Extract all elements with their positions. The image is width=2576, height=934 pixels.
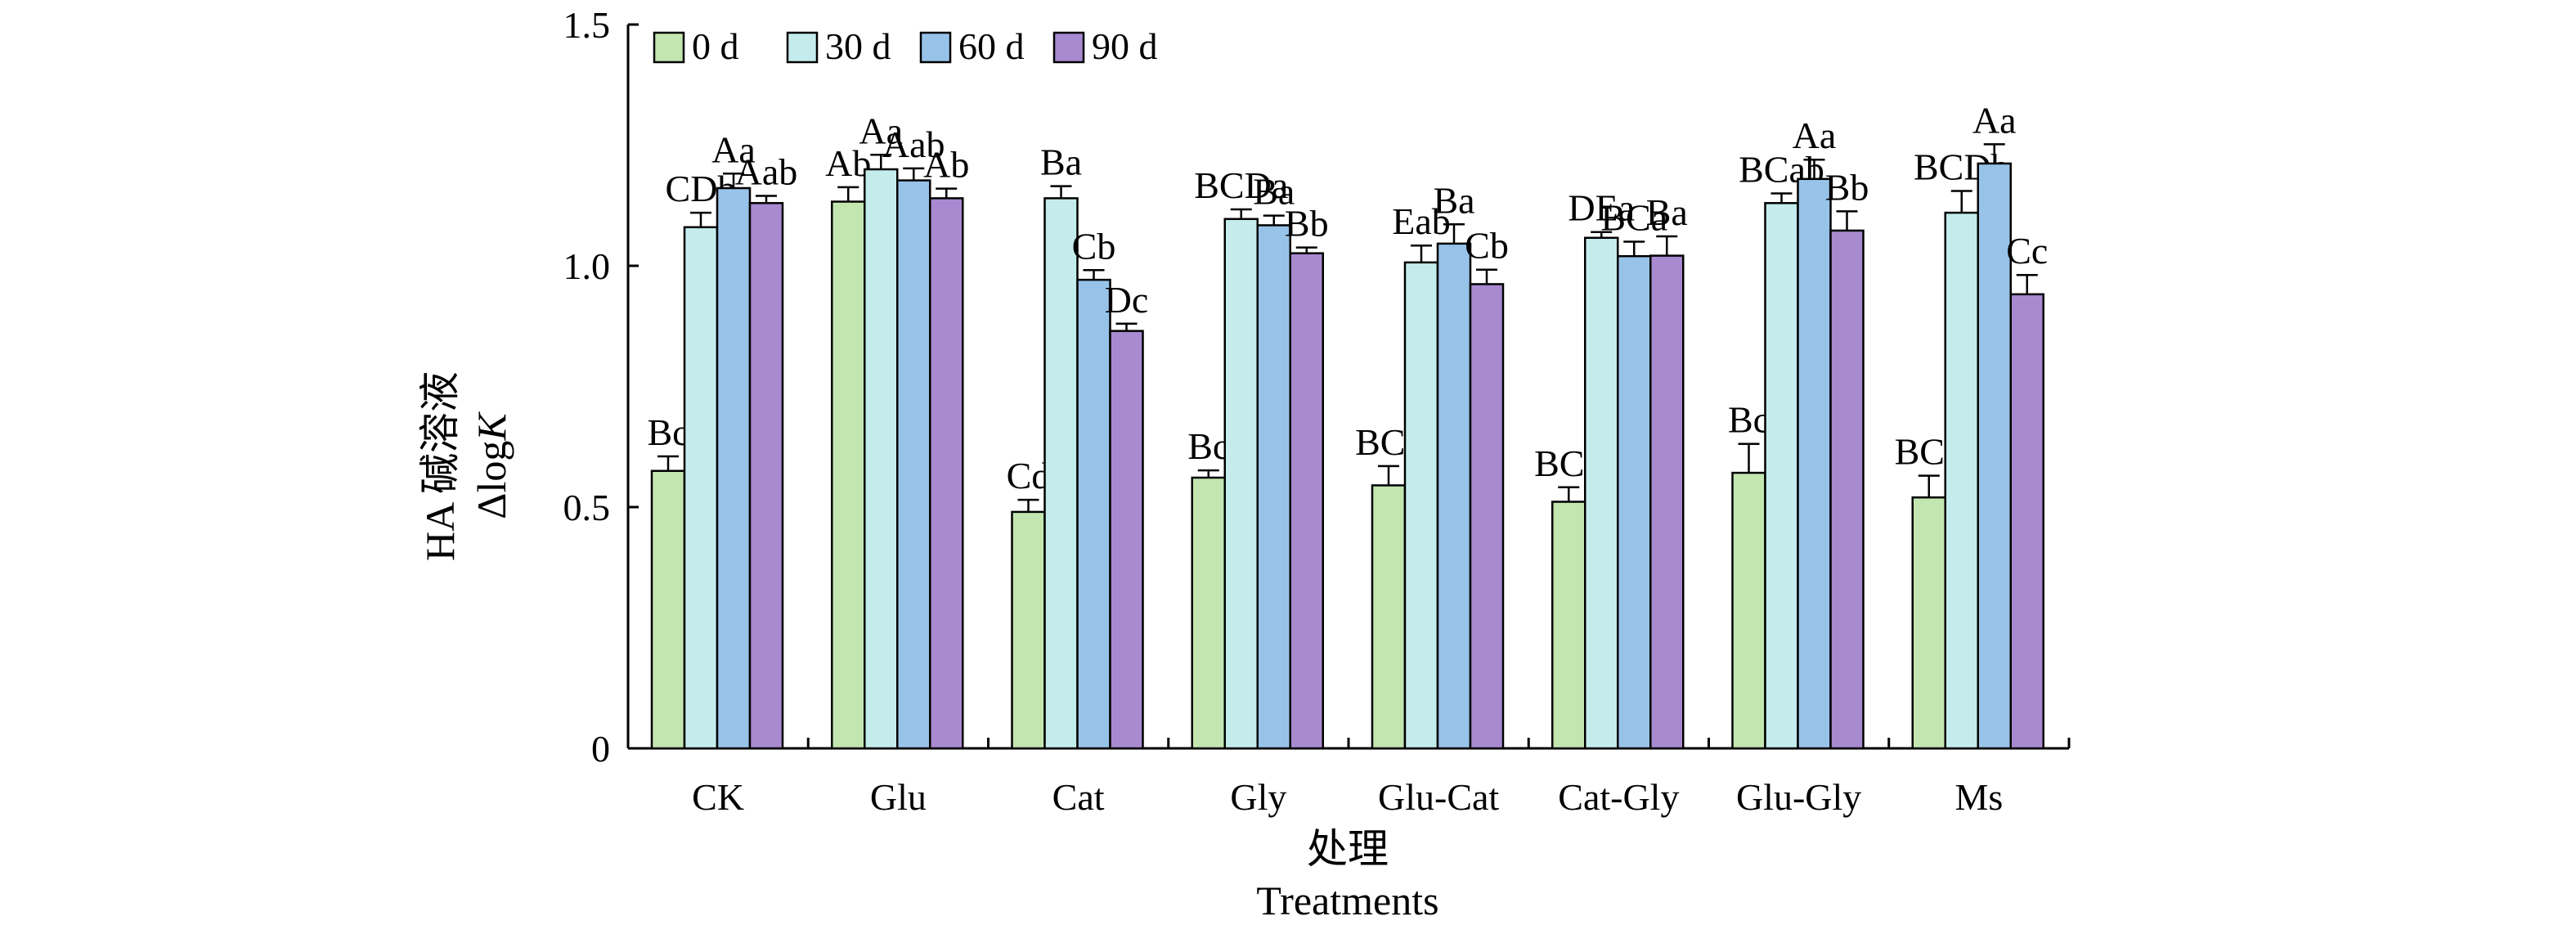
data-label: Cb — [1072, 225, 1116, 267]
bar — [1551, 501, 1586, 750]
x-tick-label: CK — [692, 776, 744, 818]
bar — [1731, 471, 1766, 750]
data-label: Cc — [2006, 230, 2048, 272]
data-label: Bc — [1187, 425, 1229, 467]
legend-entry-label: 60 d — [958, 25, 1025, 67]
data-label: Ba — [1433, 179, 1474, 221]
bar — [1403, 261, 1439, 750]
bar — [1764, 202, 1799, 750]
bar — [831, 200, 866, 750]
legend-entry-label: 30 d — [825, 25, 891, 67]
data-label: BCa — [1600, 197, 1667, 239]
y-axis-title-line1: HA 碱溶液 — [417, 371, 463, 561]
y-tick-label: 0 — [591, 728, 610, 770]
legend-swatch — [786, 31, 819, 64]
legend-entry-label: 90 d — [1092, 25, 1158, 67]
legend: 0 d 30 d 60 d 90 d — [653, 25, 1158, 67]
data-label: DEa — [1568, 187, 1635, 229]
data-label: Ba — [1253, 171, 1295, 213]
data-label: Eab — [1392, 200, 1451, 242]
data-label: Aa — [1972, 99, 2017, 141]
bar — [1977, 162, 2012, 750]
bar — [1944, 211, 1979, 750]
bar — [748, 202, 784, 750]
x-tick-label: Cat — [1052, 776, 1105, 818]
x-tick-label: Glu-Gly — [1736, 776, 1861, 818]
legend-swatch — [919, 31, 952, 64]
data-label: Ba — [1646, 191, 1688, 233]
bar — [1797, 177, 1832, 750]
data-label: Aa — [1793, 115, 1837, 156]
bar — [1617, 254, 1652, 750]
data-label: Ab — [825, 142, 871, 184]
bar — [1043, 197, 1079, 750]
bar — [1649, 254, 1685, 750]
x-tick-label: Gly — [1230, 776, 1286, 818]
bar — [1076, 278, 1111, 750]
y-tick-label: 0.5 — [563, 487, 611, 528]
data-label: Bc — [647, 411, 689, 453]
x-tick-label: Ms — [1954, 776, 2003, 818]
bar — [1911, 496, 1946, 750]
bar — [1436, 242, 1472, 750]
data-label: Aab — [882, 123, 945, 165]
bar — [650, 469, 686, 750]
y-axis-title-line2: ΔlogK — [469, 411, 514, 519]
x-tick-label: Glu-Cat — [1378, 776, 1499, 818]
bar — [716, 186, 752, 750]
data-label: Aa — [859, 110, 903, 151]
bar — [1256, 224, 1291, 750]
bar — [1289, 252, 1324, 750]
bar — [1191, 476, 1226, 750]
bar — [2009, 293, 2044, 750]
bar — [683, 226, 719, 750]
data-label: Bb — [1285, 203, 1329, 245]
data-label: Ab — [923, 144, 969, 186]
bar — [929, 197, 964, 750]
bar — [864, 168, 899, 750]
y-axis-title: HA 碱溶液 ΔlogK — [417, 371, 514, 561]
data-label: Cb — [1465, 225, 1509, 267]
y-tick-label: 1.0 — [563, 245, 611, 287]
bar — [1469, 283, 1505, 750]
bar — [1584, 236, 1619, 750]
x-axis-title-cn: 处理 — [1307, 826, 1389, 872]
x-axis-title-en: Treatments — [1256, 878, 1438, 923]
bar — [1829, 229, 1865, 750]
legend-entry-label: 0 d — [692, 25, 739, 67]
bar — [1371, 484, 1407, 750]
y-axis-title-delta-log: Δlog — [469, 441, 514, 519]
data-label: Bb — [1825, 166, 1869, 208]
x-tick-label: Glu — [870, 776, 927, 818]
data-label: Aab — [735, 150, 798, 192]
data-label: Bc — [1728, 399, 1770, 441]
legend-swatch — [1052, 31, 1085, 64]
data-label: Cd — [1007, 455, 1051, 496]
bar — [1223, 218, 1259, 750]
plot-area: 0 0.5 1.0 1.5 CK Glu Cat Gly Glu-Cat Cat-Gly Glu-G… — [563, 4, 2071, 818]
y-tick-label: 1.5 — [563, 4, 611, 46]
data-label: BCDa — [1194, 164, 1288, 206]
data-label: Aa — [711, 128, 756, 170]
x-tick-label: Cat-Gly — [1558, 776, 1679, 818]
data-label: Ba — [1040, 141, 1082, 183]
bar — [1109, 330, 1144, 750]
legend-swatch — [653, 31, 685, 64]
bar — [1011, 510, 1046, 750]
bar — [896, 179, 931, 750]
y-axis-title-k: K — [469, 411, 514, 442]
data-label: Dc — [1105, 279, 1149, 321]
